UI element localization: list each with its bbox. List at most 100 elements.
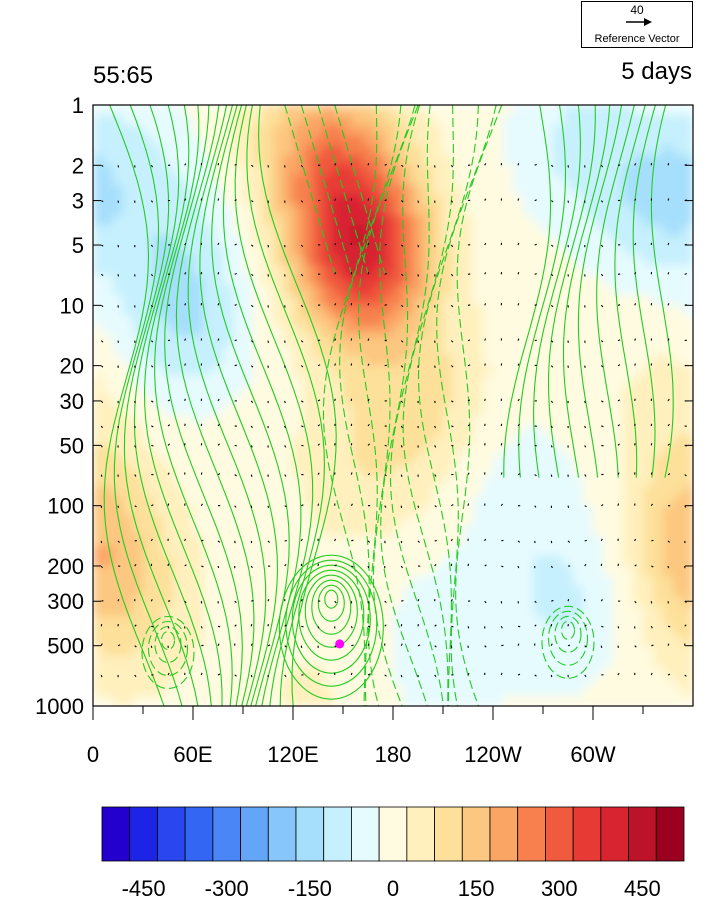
heat-cell — [603, 295, 614, 306]
wind-vector — [667, 565, 670, 569]
heat-cell — [483, 365, 494, 377]
wind-vector — [484, 198, 487, 201]
heat-cell — [233, 415, 244, 427]
heat-cell — [483, 555, 494, 567]
heat-cell — [323, 115, 334, 126]
heat-cell — [273, 565, 284, 577]
heat-cell — [103, 135, 114, 146]
heat-cell — [373, 355, 384, 367]
wind-vector — [384, 505, 387, 508]
heat-cell — [163, 225, 174, 236]
heat-cell — [573, 225, 584, 236]
heat-cell — [543, 565, 554, 577]
heat-cell — [243, 565, 254, 577]
heat-cell — [373, 385, 384, 397]
heat-cell — [513, 585, 524, 597]
heat-cell — [213, 425, 224, 437]
heat-cell — [373, 465, 384, 477]
heat-cell — [663, 245, 674, 256]
wind-vector — [367, 272, 370, 275]
heat-cell — [273, 575, 284, 587]
wind-vector — [217, 673, 221, 676]
heat-cell — [483, 315, 494, 326]
heat-cell — [503, 265, 514, 276]
heat-cell — [263, 155, 274, 166]
heat-cell — [113, 175, 124, 186]
heat-cell — [653, 255, 664, 266]
heat-cell — [573, 635, 584, 647]
heat-cell — [403, 525, 414, 537]
heat-cell — [443, 145, 454, 156]
wind-vector — [234, 674, 237, 677]
heat-cell — [533, 255, 544, 266]
heat-cell — [103, 645, 114, 657]
heat-cell — [363, 605, 374, 617]
heat-cell — [183, 265, 194, 276]
heat-cell — [243, 215, 254, 226]
wind-vector — [284, 400, 286, 404]
wind-vector — [334, 600, 337, 604]
wind-vector — [684, 505, 687, 508]
wind-vector — [550, 565, 553, 569]
heat-cell — [483, 285, 494, 296]
heat-cell — [303, 545, 314, 557]
wind-vector — [184, 564, 187, 567]
heat-cell — [413, 645, 424, 657]
heat-cell — [133, 275, 144, 286]
heat-cell — [593, 215, 604, 226]
heat-cell — [183, 205, 194, 216]
heat-cell — [433, 515, 444, 527]
wind-vector — [334, 645, 337, 648]
heat-cell — [93, 555, 104, 567]
heat-cell — [283, 255, 294, 266]
heat-cell — [93, 625, 104, 637]
heat-cell — [653, 625, 664, 637]
heat-cell — [613, 145, 624, 156]
wind-vector — [550, 200, 554, 203]
heat-cell — [323, 175, 334, 186]
heat-cell — [583, 535, 594, 547]
heat-cell — [303, 465, 314, 477]
heat-cell — [663, 385, 674, 397]
heat-cell — [323, 605, 334, 617]
wind-vector — [517, 242, 520, 246]
heat-cell — [453, 215, 464, 226]
heat-cell — [433, 675, 444, 687]
heat-cell — [213, 645, 224, 657]
heat-cell — [193, 225, 204, 236]
heat-cell — [553, 435, 564, 447]
heat-cell — [273, 265, 284, 276]
heat-cell — [253, 645, 264, 657]
heat-cell — [553, 305, 564, 316]
heat-cell — [173, 215, 184, 226]
heat-cell — [633, 145, 644, 156]
heat-cell — [283, 425, 294, 437]
wind-vector — [600, 200, 604, 203]
contour-solid — [650, 105, 674, 478]
heat-cell — [573, 665, 584, 677]
heat-cell — [563, 665, 574, 677]
heat-cell — [523, 445, 534, 457]
heat-cell — [543, 465, 554, 477]
heat-cell — [493, 665, 504, 677]
heat-cell — [253, 685, 264, 697]
heat-cell — [133, 135, 144, 146]
heat-cell — [533, 625, 544, 637]
heat-cell — [203, 555, 214, 567]
heat-cell — [313, 475, 324, 487]
heat-cell — [113, 185, 124, 196]
heat-cell — [133, 675, 144, 687]
heat-cell — [243, 205, 254, 216]
heat-cell — [413, 195, 424, 206]
heat-cell — [603, 135, 614, 146]
heat-cell — [603, 495, 614, 507]
heat-cell — [283, 445, 294, 457]
heat-cell — [283, 435, 294, 447]
heat-cell — [253, 565, 264, 577]
heat-cell — [563, 185, 574, 196]
heat-cell — [293, 575, 304, 587]
heat-cell — [393, 625, 404, 637]
heat-cell — [523, 205, 534, 216]
heat-cell — [173, 295, 184, 306]
